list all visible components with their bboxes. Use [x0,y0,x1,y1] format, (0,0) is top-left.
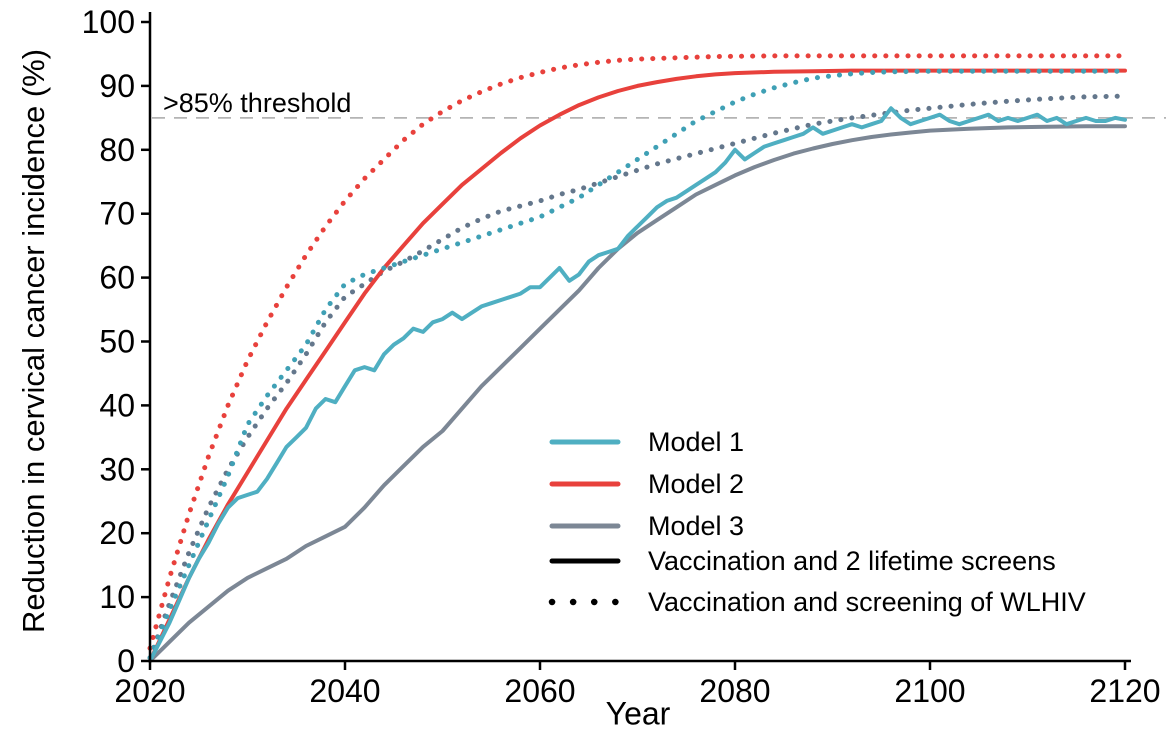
legend-item: Model 1 [549,427,744,457]
y-tick-label: 80 [99,132,135,168]
threshold-label: >85% threshold [163,88,351,118]
series-model3-solid [148,124,1127,663]
y-tick-label: 70 [99,196,135,232]
y-tick-label: 0 [117,643,135,679]
series-model1-solid [148,106,1127,663]
legend-item: Model 2 [549,469,744,499]
y-tick-label: 30 [99,451,135,487]
x-tick-label: 2040 [309,673,380,709]
x-tick-label: 2120 [1089,673,1160,709]
legend-item: Vaccination and 2 lifetime screens [549,546,1056,576]
y-tick-label: 50 [99,324,135,360]
y-tick-label: 40 [99,387,135,423]
series-model2-solid [148,68,1127,663]
y-axis-title: Reduction in cervical cancer incidence (… [16,48,51,634]
x-axis-title: Year [605,695,671,732]
x-tick-label: 2060 [504,673,575,709]
x-tick-label: 2020 [114,673,185,709]
y-tick-label: 10 [99,579,135,615]
series-model1-dotted [147,68,1128,661]
legend-label: Vaccination and 2 lifetime screens [648,546,1056,576]
legend-item: Vaccination and screening of WLHIV [548,587,1086,617]
y-tick-label: 90 [99,68,135,104]
x-tick-label: 2080 [699,673,770,709]
x-tick-label: 2100 [894,673,965,709]
y-tick-label: 100 [82,4,135,40]
legend-label: Model 1 [648,427,744,457]
y-tick-label: 60 [99,260,135,296]
y-tick-label: 20 [99,515,135,551]
legend-label: Model 2 [648,469,744,499]
legend-item: Model 3 [549,511,744,541]
legend-label: Model 3 [648,511,744,541]
legend-label: Vaccination and screening of WLHIV [648,587,1086,617]
